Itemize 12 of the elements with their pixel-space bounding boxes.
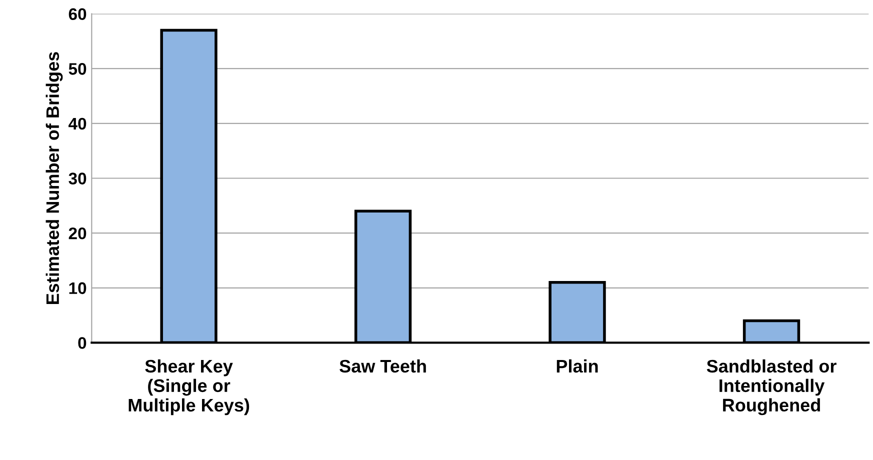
y-tick-label: 30 xyxy=(68,172,86,184)
y-tick-label: 0 xyxy=(78,337,86,349)
y-tick-label: 60 xyxy=(68,8,86,20)
x-tick-label: Sandblasted or Intentionally Roughened xyxy=(706,359,836,416)
y-tick-label: 10 xyxy=(69,282,86,294)
y-tick-label: 40 xyxy=(68,118,86,130)
x-tick-label: Saw Teeth xyxy=(340,359,426,373)
y-tick-label: 50 xyxy=(68,63,86,75)
x-tick-label: Plain xyxy=(556,359,598,373)
y-axis-title: Estimated Number of Bridges xyxy=(46,52,63,304)
x-tick-label: Shear Key (Single or Multiple Keys) xyxy=(128,359,250,416)
y-tick-label: 20 xyxy=(68,227,86,240)
